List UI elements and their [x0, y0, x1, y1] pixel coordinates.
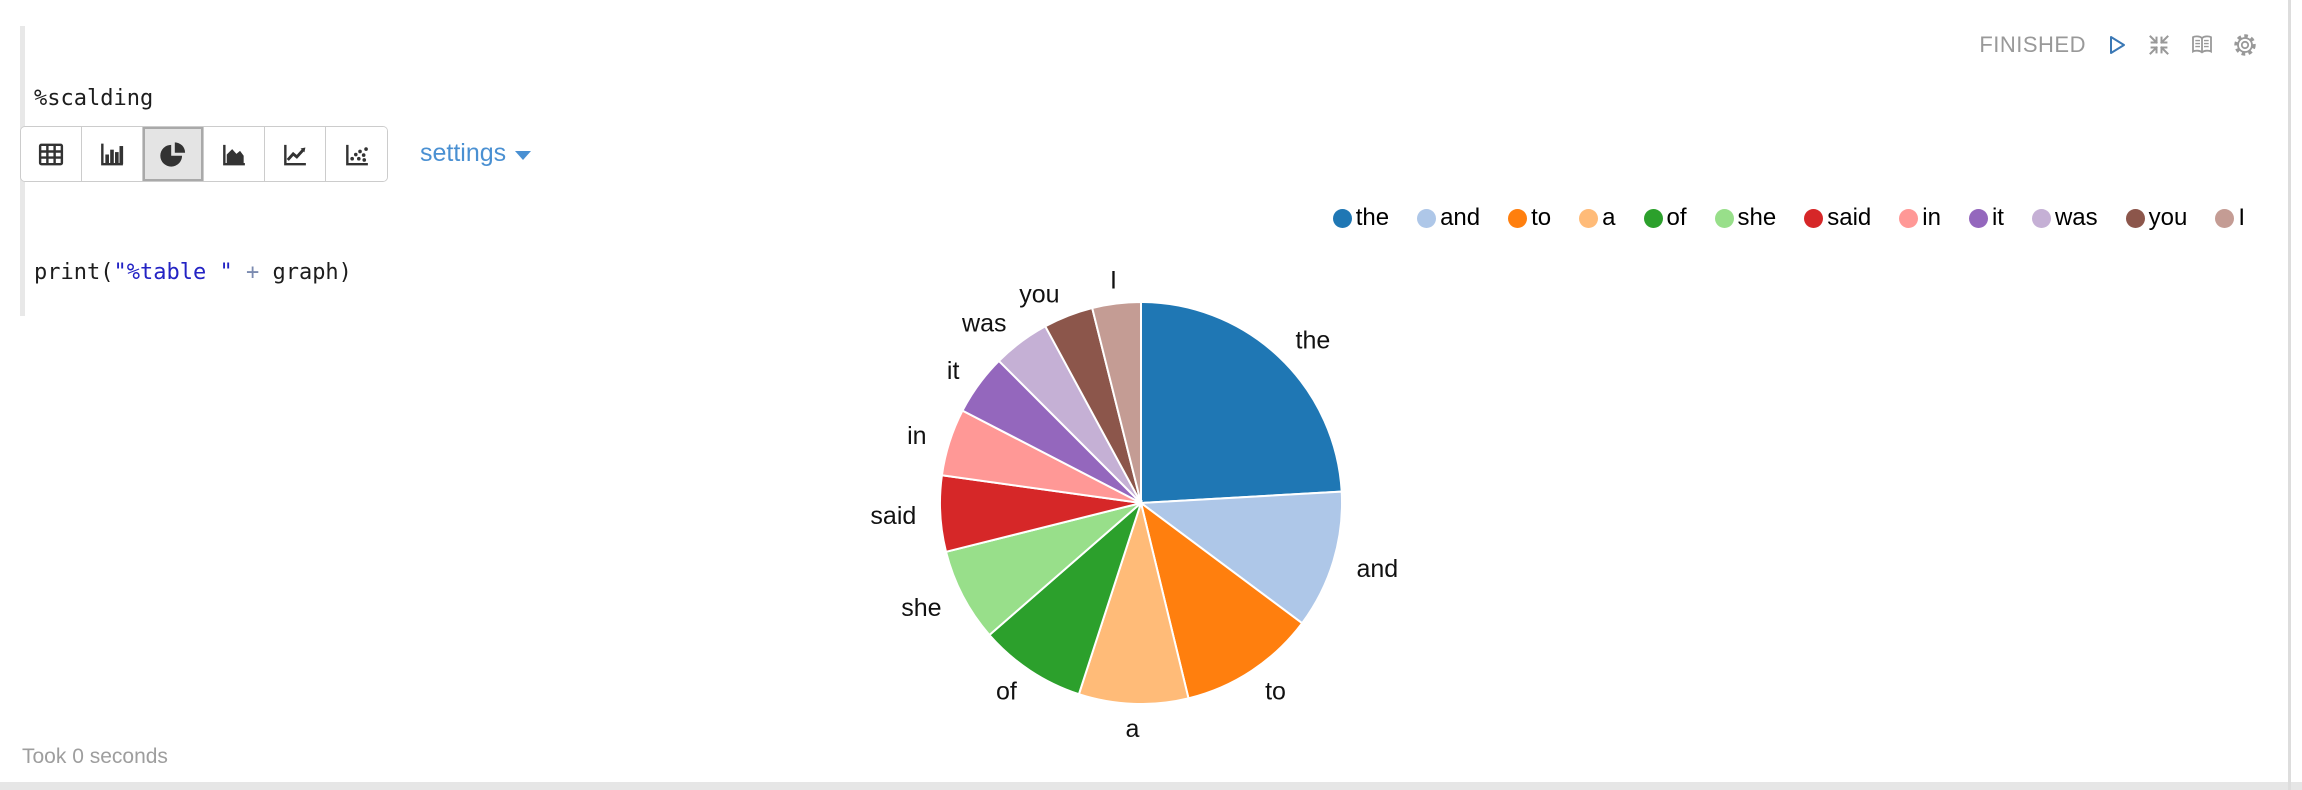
chart-type-bar-button[interactable]: [82, 127, 143, 181]
line-chart-icon: [284, 144, 306, 165]
pie-chart-icon: [160, 141, 186, 167]
settings-label: settings: [420, 139, 507, 167]
legend-label: the: [1355, 204, 1390, 231]
legend-label: she: [1737, 204, 1777, 231]
legend-item-I[interactable]: I: [2215, 204, 2245, 232]
legend-swatch-icon: [2031, 208, 2051, 228]
code-plain: graph): [272, 260, 352, 285]
table-icon: [38, 143, 64, 165]
legend-item-to[interactable]: to: [1508, 204, 1551, 232]
collapse-compress-icon[interactable]: [2146, 32, 2172, 58]
pie-slice-to[interactable]: [1139, 500, 1304, 700]
legend-item-it[interactable]: it: [1968, 204, 2004, 232]
code-plain: print(: [34, 260, 114, 285]
status-badge: FINISHED: [1979, 32, 2086, 57]
pie-label-I: I: [1110, 267, 1117, 295]
open-book-icon[interactable]: [2189, 32, 2215, 58]
chart-type-scatter-button[interactable]: [326, 127, 387, 181]
pie-label-she: she: [901, 594, 941, 622]
pie-label-in: in: [907, 422, 926, 450]
legend-swatch-icon: [1804, 208, 1824, 228]
notebook-right-divider: [2288, 0, 2291, 790]
bar-chart-icon: [101, 143, 124, 165]
code-string-literal: "%table ": [113, 260, 233, 285]
pie-label-was: was: [961, 310, 1006, 338]
legend-label: in: [1922, 204, 1941, 231]
pie-slice-she[interactable]: [944, 502, 1142, 637]
paragraph-status-bar: FINISHED: [1979, 32, 2258, 58]
legend-label: you: [2148, 204, 2188, 231]
next-paragraph-divider: [0, 782, 2302, 790]
paragraph-code-editor[interactable]: %scalding print("%table " + graph): [20, 26, 352, 316]
pie-label-and: and: [1357, 555, 1399, 583]
pie-label-to: to: [1265, 678, 1286, 706]
legend-item-she[interactable]: she: [1714, 204, 1777, 232]
legend-swatch-icon: [1714, 208, 1734, 228]
code-line-2: print("%table " + graph): [34, 258, 352, 287]
legend-swatch-icon: [1899, 208, 1919, 228]
pie-label-you: you: [1019, 280, 1059, 308]
legend-item-you[interactable]: you: [2125, 204, 2188, 232]
pie-chart-area: the and to a of she said in it was you I: [850, 250, 1470, 790]
legend-label: a: [1602, 204, 1616, 231]
pie-label-said: said: [870, 502, 916, 530]
pie-slice-and[interactable]: [1138, 490, 1344, 625]
caret-down-icon: [515, 150, 532, 160]
pie-slice-a[interactable]: [1077, 499, 1190, 705]
legend-item-of[interactable]: of: [1643, 204, 1687, 232]
legend-swatch-icon: [1579, 208, 1599, 228]
pie-slice-the[interactable]: [1140, 300, 1343, 505]
settings-toggle[interactable]: settings: [420, 139, 532, 168]
chart-legend: the and to a of she said in it was you I: [1332, 204, 2245, 232]
legend-label: and: [1440, 204, 1481, 231]
pie-label-the: the: [1296, 327, 1331, 355]
pie-slice-I[interactable]: [1090, 300, 1142, 504]
code-line-1: %scalding: [34, 86, 154, 111]
run-play-icon[interactable]: [2103, 32, 2129, 58]
legend-swatch-icon: [1643, 208, 1663, 228]
pie-label-a: a: [1126, 715, 1140, 743]
gear-icon[interactable]: [2232, 32, 2258, 58]
chart-type-table-button[interactable]: [21, 127, 82, 181]
legend-swatch-icon: [2125, 208, 2145, 228]
area-chart-icon: [223, 144, 245, 165]
legend-swatch-icon: [1968, 208, 1988, 228]
pie-label-it: it: [947, 357, 960, 385]
pie-label-of: of: [996, 678, 1017, 706]
legend-swatch-icon: [1332, 208, 1352, 228]
scatter-plot-icon: [345, 144, 368, 165]
code-operator: +: [232, 260, 273, 285]
pie-slice-of[interactable]: [987, 499, 1144, 696]
legend-swatch-icon: [1508, 208, 1528, 228]
legend-label: I: [2238, 204, 2245, 231]
chart-type-line-button[interactable]: [265, 127, 326, 181]
chart-type-area-button[interactable]: [204, 127, 265, 181]
legend-label: it: [1991, 204, 2004, 231]
legend-item-was[interactable]: was: [2031, 204, 2098, 232]
legend-item-said[interactable]: said: [1804, 204, 1871, 232]
legend-label: of: [1666, 204, 1687, 231]
legend-swatch-icon: [1417, 208, 1437, 228]
legend-label: said: [1827, 204, 1872, 231]
legend-label: was: [2054, 204, 2098, 231]
legend-label: to: [1531, 204, 1552, 231]
legend-item-in[interactable]: in: [1899, 204, 1941, 232]
chart-type-toolbar: [20, 126, 388, 182]
chart-type-pie-button[interactable]: [143, 127, 204, 181]
legend-item-a[interactable]: a: [1579, 204, 1616, 232]
legend-item-and[interactable]: and: [1417, 204, 1480, 232]
legend-item-the[interactable]: the: [1332, 204, 1390, 232]
execution-time-label: Took 0 seconds: [22, 745, 168, 768]
legend-swatch-icon: [2215, 208, 2235, 228]
